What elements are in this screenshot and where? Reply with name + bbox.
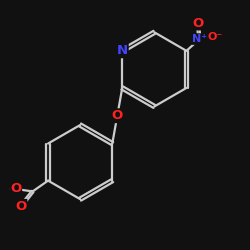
Text: O: O (15, 200, 26, 213)
Text: O: O (192, 16, 203, 30)
Text: N⁺: N⁺ (192, 34, 207, 44)
Text: N: N (117, 44, 128, 57)
Text: O⁻: O⁻ (208, 32, 223, 42)
Text: O: O (112, 109, 123, 122)
Text: O: O (10, 182, 21, 196)
